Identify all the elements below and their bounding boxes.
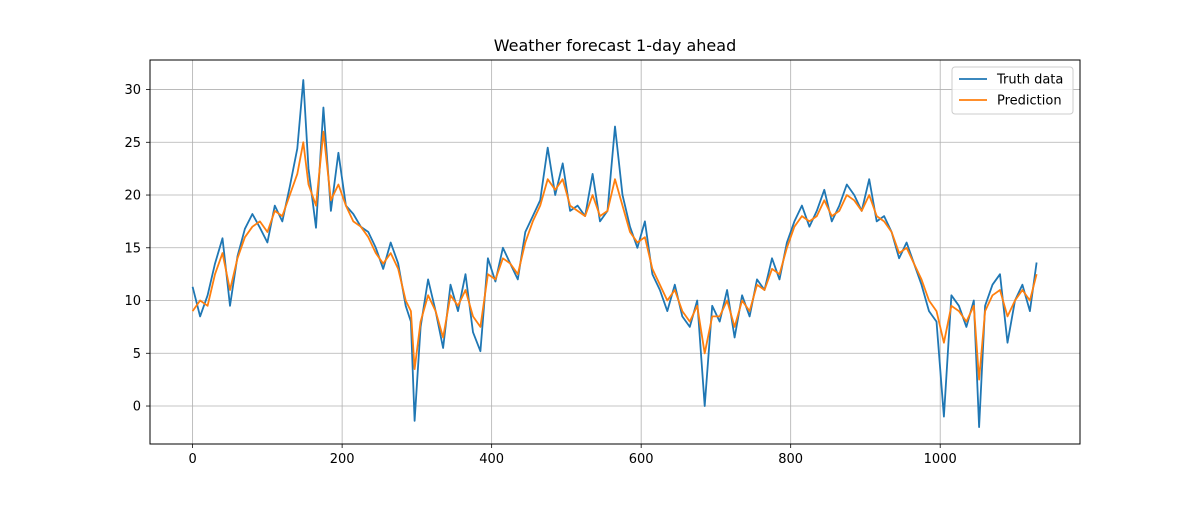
y-tick-label: 15 (124, 241, 141, 256)
y-tick-label: 25 (124, 136, 141, 151)
series-line-prediction (191, 130, 1038, 381)
x-tick-label: 600 (629, 452, 654, 467)
legend: Truth data Prediction (951, 66, 1074, 115)
grid-lines (150, 60, 1080, 444)
y-tick-label: 0 (133, 400, 141, 415)
series-layer (191, 79, 1038, 429)
x-axis-ticks: 0 200 400 600 800 1000 (188, 444, 957, 467)
legend-label: Prediction (997, 94, 1062, 109)
x-tick-label: 200 (330, 452, 355, 467)
x-tick-label: 0 (188, 452, 196, 467)
y-tick-label: 5 (133, 347, 141, 362)
x-tick-label: 800 (778, 452, 803, 467)
series-line-truth-data (191, 79, 1038, 429)
x-tick-label: 1000 (924, 452, 957, 467)
axes-frame (149, 59, 1081, 445)
y-axis-ticks: 0 5 10 15 20 25 30 (124, 83, 150, 415)
chart-title: Weather forecast 1-day ahead (494, 36, 736, 55)
y-tick-label: 20 (124, 189, 141, 204)
y-tick-label: 10 (124, 294, 141, 309)
y-tick-label: 30 (124, 83, 141, 98)
legend-label: Truth data (996, 73, 1063, 88)
x-tick-label: 400 (479, 452, 504, 467)
